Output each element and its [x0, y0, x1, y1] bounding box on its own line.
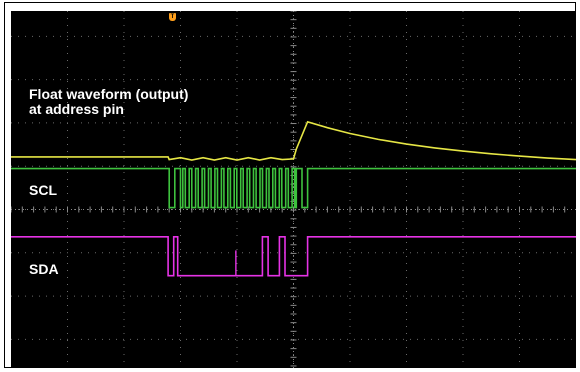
float-waveform-label-line1: Float waveform (output) [29, 86, 189, 102]
float-waveform-trace [11, 120, 576, 161]
scl-label: SCL [29, 182, 57, 198]
trigger-position-marker: T [169, 13, 176, 21]
sda-trace [11, 236, 576, 277]
float-waveform-label-line2: at address pin [29, 101, 124, 117]
oscilloscope-screen: T Float waveform (output) at address pin… [11, 11, 576, 368]
oscilloscope-plot [11, 11, 576, 368]
trigger-marker-text: T [170, 14, 175, 20]
scl-trace [11, 167, 576, 209]
graticule-grid [11, 11, 576, 368]
sda-label: SDA [29, 261, 59, 277]
waveform-traces [11, 120, 576, 277]
